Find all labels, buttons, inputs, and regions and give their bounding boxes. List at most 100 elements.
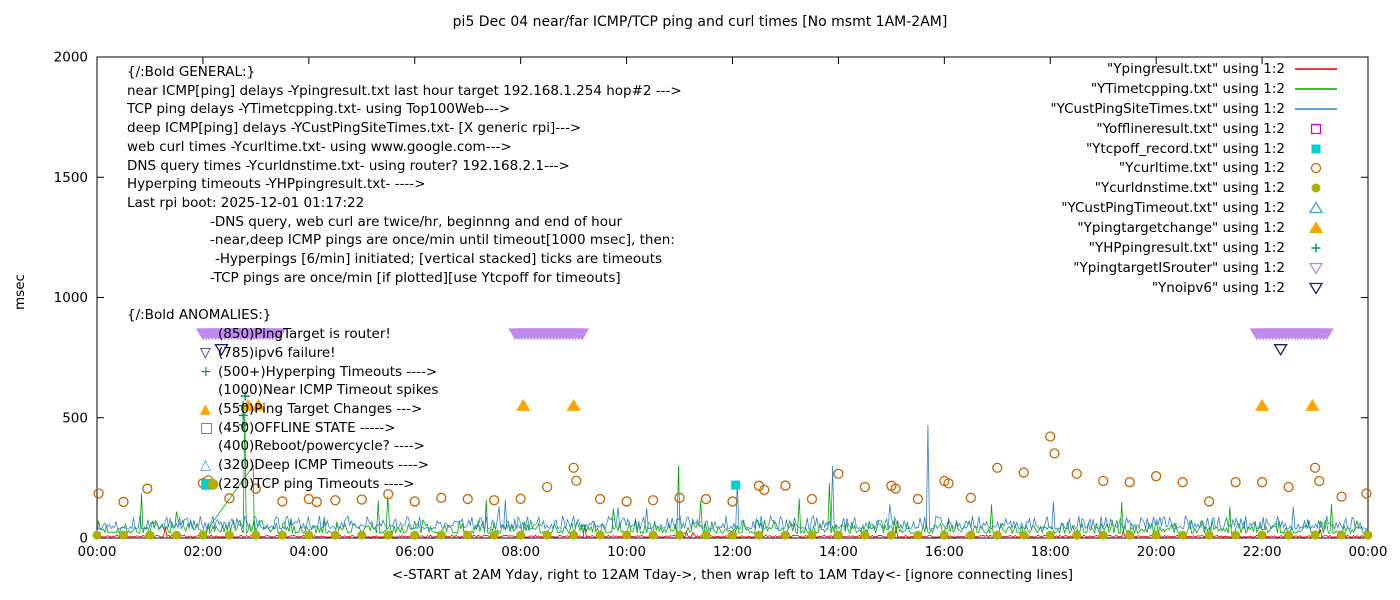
legend-tri-up-fill-icon [1308,221,1324,234]
series-Ycurltime-marker [197,478,209,489]
legend-label: "Ynoipv6" using 1:2 [1151,279,1285,296]
legend-label: "YTimetcpping.txt" using 1:2 [1090,80,1285,97]
series-Ycurldnstime-marker [516,530,526,540]
anomaly-marker-cell: ▲ [200,400,218,418]
legend-row: "Ytcpoff_record.txt" using 1:2 [1050,139,1338,159]
series-Ycurldnstime-marker [1151,530,1161,540]
general-line: -TCP pings are once/min [if plotted][use… [210,269,621,286]
series-Ycurltime-marker [436,492,447,503]
legend-square-open-icon [1310,123,1322,134]
anomaly-marker-cell [200,381,218,399]
series-Ycurldnstime-marker [648,530,658,540]
x-tick-label: 02:00 [183,544,222,560]
series-Ypingtargetchange-marker [566,398,581,411]
series-Ycurltime-marker [890,483,901,494]
general-line: TCP ping delays -YTimetcpping.txt- using… [127,101,511,118]
general-line: -near,deep ICMP pings are once/min until… [210,232,675,249]
series-Ycurltime-marker [1309,462,1321,473]
series-Ycurldnstime-marker [171,530,181,540]
square-cyan-icon: ■ [200,475,214,492]
anomaly-line: ▽ (785)ipv6 failure! [127,344,682,363]
legend-sample-tri-up-fill-icon [1308,221,1324,234]
general-line: deep ICMP[ping] delays -YCustPingSiteTim… [127,120,582,137]
series-Ytcpoff_record-marker [731,480,741,490]
series-Ycurltime-marker [142,483,153,494]
plus-green-icon: + [200,363,212,380]
legend-sample-tri-down-open-icon [1308,282,1324,295]
anomaly-marker-cell: ■ ● [200,475,220,493]
x-tick-label: 00:00 [1349,544,1388,560]
legend-label: "Ypingtargetchange" using 1:2 [1077,220,1285,237]
y-tick-label: 2000 [54,50,88,66]
legend-sample-circle-fill-icon [1311,183,1321,193]
legend-label: "Ytcpoff_record.txt" using 1:2 [1085,140,1285,157]
legend-row: "Ypingtargetchange" using 1:2 [1050,218,1338,238]
legend-row: "Ycurldnstime.txt" using 1:2 [1050,178,1338,198]
anomaly-text: (450)OFFLINE STATE -----> [218,419,396,436]
series-Ypingtargetchange-marker [1254,398,1270,411]
series-Ycurltime-marker [1071,468,1082,479]
anomalies-heading: {/:Bold ANOMALIES:} [127,307,272,324]
series-Ycurltime-marker [674,492,685,503]
anomaly-line: ▲ (550)Ping Target Changes ---> [127,400,682,419]
series-Ycurltime-marker [833,468,844,479]
legend-label: "Ypingresult.txt" using 1:2 [1107,60,1285,77]
legend-row: "Yofflineresult.txt" using 1:2 [1050,119,1338,139]
x-tick-label: 18:00 [1031,544,1070,560]
circle-olive-icon: ● [207,475,220,492]
anomaly-marker-cell: + [200,363,218,381]
anomaly-text: (850)PingTarget is router! [218,326,391,343]
legend-label: "Ycurldnstime.txt" using 1:2 [1094,180,1285,197]
series-Ycurltime-marker [224,493,235,504]
series-YpingtargetISrouter-marker [1319,328,1334,341]
legend-label: "YCustPingTimeout.txt" using 1:2 [1061,200,1285,217]
series-Ycurltime-marker [515,493,526,504]
series-Ycurltime-marker [1256,477,1268,488]
square-open-magenta-icon: □ [200,419,214,436]
series-Ycurldnstime-marker [992,530,1002,540]
x-axis-label: <-START at 2AM Yday, right to 12AM Tday-… [391,567,1074,583]
legend-label: "YCustPingSiteTimes.txt" using 1:2 [1050,100,1285,117]
x-tick-label: 12:00 [713,544,752,560]
legend-tri-up-open-icon [1308,201,1324,214]
series-Ycurldnstime-marker [569,530,579,540]
series-Ycurltime-marker [250,483,262,494]
anomaly-text: (400)Reboot/powercycle? ----> [218,438,425,455]
legend-label: "Ycurltime.txt" using 1:2 [1118,160,1285,177]
legend-circle-fill-icon [1311,183,1321,193]
series-Ycurldnstime-marker [330,530,340,540]
series-Ycurltime-marker [727,496,738,507]
anomaly-text: (220)TCP ping Timeouts ----> [218,475,415,492]
general-line: -Hyperpings [6/min] initiated; [vertical… [215,251,663,268]
legend: "Ypingresult.txt" using 1:2 "YTimetcpping… [1050,59,1338,298]
series-Ycurldnstime-marker [542,530,552,540]
series-Ycurltime-marker [1098,475,1109,487]
legend-sample-tri-up-open-icon [1308,201,1324,214]
series-Ycurldnstime-marker [754,530,764,540]
series-Ycurldnstime-marker [807,530,817,540]
series-Ycurldnstime-marker [92,530,102,540]
tri-down-violet-icon: ▽ [200,326,211,343]
series-Ycurltime-marker [912,493,924,505]
legend-sample-square-fill-icon [1311,144,1321,153]
anomaly-marker-cell: □ [200,419,218,437]
series-line-YCustPingSiteTimes [96,424,1368,531]
tri-up-orange-icon: ▲ [200,400,211,417]
series-Ynoipv6-marker [1273,344,1288,356]
series-Ycurltime-marker [203,475,214,486]
series-Ycurldnstime-marker [1257,530,1267,540]
legend-row: "YHPpingresult.txt" using 1:2 [1050,238,1338,258]
spacer [127,288,682,307]
legend-row: "YCustPingTimeout.txt" using 1:2 [1050,198,1338,218]
series-Ycurltime-marker [943,478,954,489]
series-Ycurldnstime-marker [1204,530,1214,540]
series-Ycurldnstime-marker [860,530,870,540]
y-axis-label: msec [12,274,28,310]
series-Ycurldnstime-marker [728,530,737,540]
legend-sample-line-icon [1295,88,1337,90]
series-Ycurltime-marker [277,496,288,507]
series-Ycurltime-marker [780,480,791,491]
series-Ycurldnstime-marker [1310,530,1320,540]
series-Ycurldnstime-marker [224,530,234,540]
